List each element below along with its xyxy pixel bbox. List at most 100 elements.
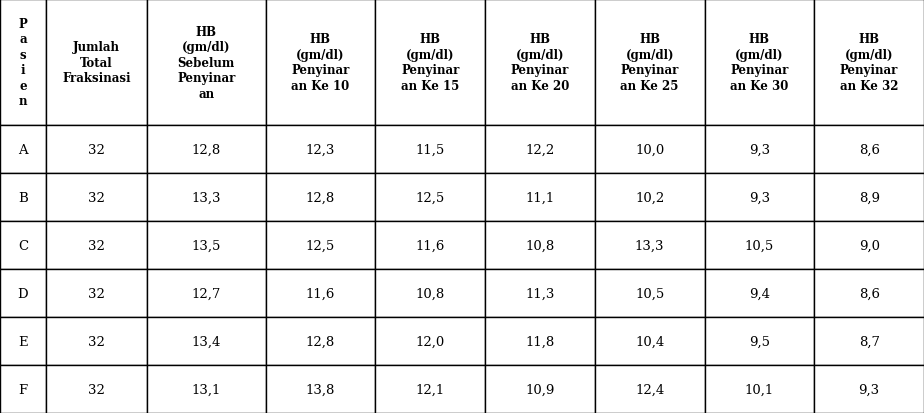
Bar [704,365,814,413]
Bar [595,174,704,222]
Bar [485,0,595,126]
Bar [595,317,704,365]
Text: HB
(gm/dl)
Penyinar
an Ke 32: HB (gm/dl) Penyinar an Ke 32 [840,33,898,93]
Bar [375,365,485,413]
Text: 11,3: 11,3 [525,287,554,300]
Bar [704,126,814,174]
Text: 8,6: 8,6 [858,287,880,300]
Text: 32: 32 [88,239,105,252]
Bar [46,126,147,174]
Bar [595,0,704,126]
Bar [704,222,814,270]
Text: 12,3: 12,3 [306,143,335,157]
Text: 10,4: 10,4 [635,335,664,348]
Text: A: A [18,143,28,157]
Text: 12,4: 12,4 [635,382,664,396]
Text: 8,6: 8,6 [858,143,880,157]
Text: 9,0: 9,0 [858,239,880,252]
Bar [0,222,46,270]
Text: 9,5: 9,5 [748,335,770,348]
Bar [375,0,485,126]
Bar [0,317,46,365]
Text: 10,8: 10,8 [416,287,444,300]
Text: 32: 32 [88,287,105,300]
Text: P
a
s
i
e
n: P a s i e n [18,18,28,108]
Bar [46,317,147,365]
Text: 9,4: 9,4 [748,287,770,300]
Text: 12,7: 12,7 [191,287,221,300]
Bar [0,0,46,126]
Text: HB
(gm/dl)
Sebelum
Penyinar
an: HB (gm/dl) Sebelum Penyinar an [177,26,236,100]
Text: 13,5: 13,5 [191,239,221,252]
Bar [0,126,46,174]
Text: 12,8: 12,8 [306,191,335,204]
Text: 13,3: 13,3 [191,191,221,204]
Bar [595,126,704,174]
Text: 10,5: 10,5 [745,239,774,252]
Bar [265,126,375,174]
Text: B: B [18,191,28,204]
Text: 8,9: 8,9 [858,191,880,204]
Text: HB
(gm/dl)
Penyinar
an Ke 25: HB (gm/dl) Penyinar an Ke 25 [620,33,679,93]
Text: 9,3: 9,3 [748,143,770,157]
Text: 12,2: 12,2 [525,143,554,157]
Bar [0,365,46,413]
Bar [595,222,704,270]
Text: 32: 32 [88,191,105,204]
Text: 12,5: 12,5 [416,191,444,204]
Bar [375,317,485,365]
Bar [814,269,924,317]
Text: HB
(gm/dl)
Penyinar
an Ke 20: HB (gm/dl) Penyinar an Ke 20 [511,33,569,93]
Bar [375,174,485,222]
Bar [375,126,485,174]
Bar [147,126,265,174]
Text: 12,8: 12,8 [306,335,335,348]
Text: 12,8: 12,8 [191,143,221,157]
Text: 12,1: 12,1 [416,382,444,396]
Bar [485,269,595,317]
Text: HB
(gm/dl)
Penyinar
an Ke 10: HB (gm/dl) Penyinar an Ke 10 [291,33,349,93]
Bar [46,365,147,413]
Bar [147,365,265,413]
Bar [265,269,375,317]
Text: 32: 32 [88,143,105,157]
Bar [704,269,814,317]
Text: 11,6: 11,6 [416,239,444,252]
Text: D: D [18,287,29,300]
Bar [704,317,814,365]
Bar [147,0,265,126]
Text: HB
(gm/dl)
Penyinar
an Ke 15: HB (gm/dl) Penyinar an Ke 15 [401,33,459,93]
Bar [0,174,46,222]
Bar [485,174,595,222]
Text: 32: 32 [88,382,105,396]
Text: 32: 32 [88,335,105,348]
Bar [46,222,147,270]
Bar [595,269,704,317]
Text: 13,1: 13,1 [191,382,221,396]
Text: 11,6: 11,6 [306,287,335,300]
Text: 10,0: 10,0 [635,143,664,157]
Bar [485,365,595,413]
Text: F: F [18,382,28,396]
Bar [704,174,814,222]
Text: 9,3: 9,3 [858,382,880,396]
Bar [46,174,147,222]
Bar [147,269,265,317]
Text: 10,8: 10,8 [525,239,554,252]
Bar [265,174,375,222]
Bar [147,174,265,222]
Bar [485,126,595,174]
Bar [265,317,375,365]
Bar [46,0,147,126]
Text: 10,5: 10,5 [635,287,664,300]
Text: 12,5: 12,5 [306,239,335,252]
Bar [265,222,375,270]
Bar [265,365,375,413]
Bar [704,0,814,126]
Bar [485,222,595,270]
Bar [814,126,924,174]
Text: 13,4: 13,4 [191,335,221,348]
Text: Jumlah
Total
Fraksinasi: Jumlah Total Fraksinasi [62,41,131,85]
Text: 10,9: 10,9 [525,382,554,396]
Bar [147,222,265,270]
